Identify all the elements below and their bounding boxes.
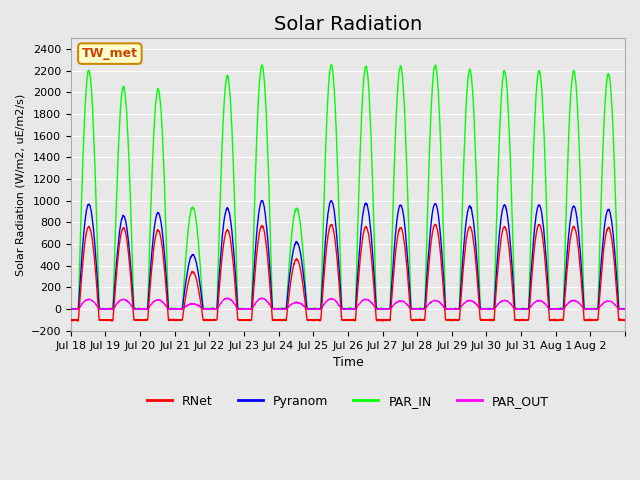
X-axis label: Time: Time <box>333 356 364 369</box>
Y-axis label: Solar Radiation (W/m2, uE/m2/s): Solar Radiation (W/m2, uE/m2/s) <box>15 94 25 276</box>
Title: Solar Radiation: Solar Radiation <box>274 15 422 34</box>
Text: TW_met: TW_met <box>82 47 138 60</box>
Legend: RNet, Pyranom, PAR_IN, PAR_OUT: RNet, Pyranom, PAR_IN, PAR_OUT <box>142 390 554 413</box>
